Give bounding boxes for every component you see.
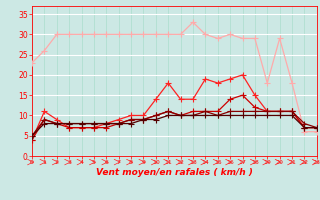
X-axis label: Vent moyen/en rafales ( km/h ): Vent moyen/en rafales ( km/h ) xyxy=(96,168,253,177)
